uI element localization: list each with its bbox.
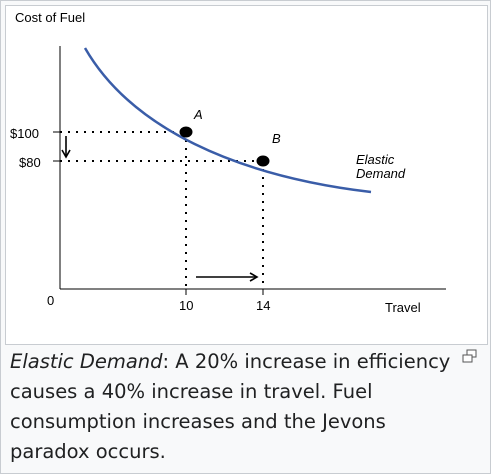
chart-panel: Cost of Fuel Travel 0 $100 $80 10 14 Ela… <box>5 5 488 345</box>
x-axis-label: Travel <box>385 300 421 315</box>
curve-label-line2: Demand <box>356 166 406 181</box>
demand-curve <box>83 47 372 194</box>
y-tick-label: $100 <box>10 126 39 141</box>
caption-text: : A 20% increase in efficiency causes a … <box>10 350 451 463</box>
caption-term: Elastic Demand <box>10 350 163 373</box>
point-label-a: A <box>193 107 203 122</box>
point-label-b: B <box>272 131 281 146</box>
x-tick-label: 10 <box>179 298 193 313</box>
curve-label-line1: Elastic <box>356 152 395 167</box>
x-tick-label: 14 <box>256 298 270 313</box>
y-tick-label: $80 <box>19 155 41 170</box>
enlarge-icon[interactable] <box>462 349 478 363</box>
origin-label: 0 <box>47 293 54 308</box>
down-arrow <box>61 136 71 159</box>
y-axis-label: Cost of Fuel <box>15 10 85 25</box>
right-arrow <box>196 272 259 282</box>
figure-caption: Elastic Demand: A 20% increase in effici… <box>10 347 455 467</box>
point-a <box>179 126 193 138</box>
point-b <box>256 155 270 167</box>
chart-svg: Cost of Fuel Travel 0 $100 $80 10 14 Ela… <box>10 10 446 315</box>
